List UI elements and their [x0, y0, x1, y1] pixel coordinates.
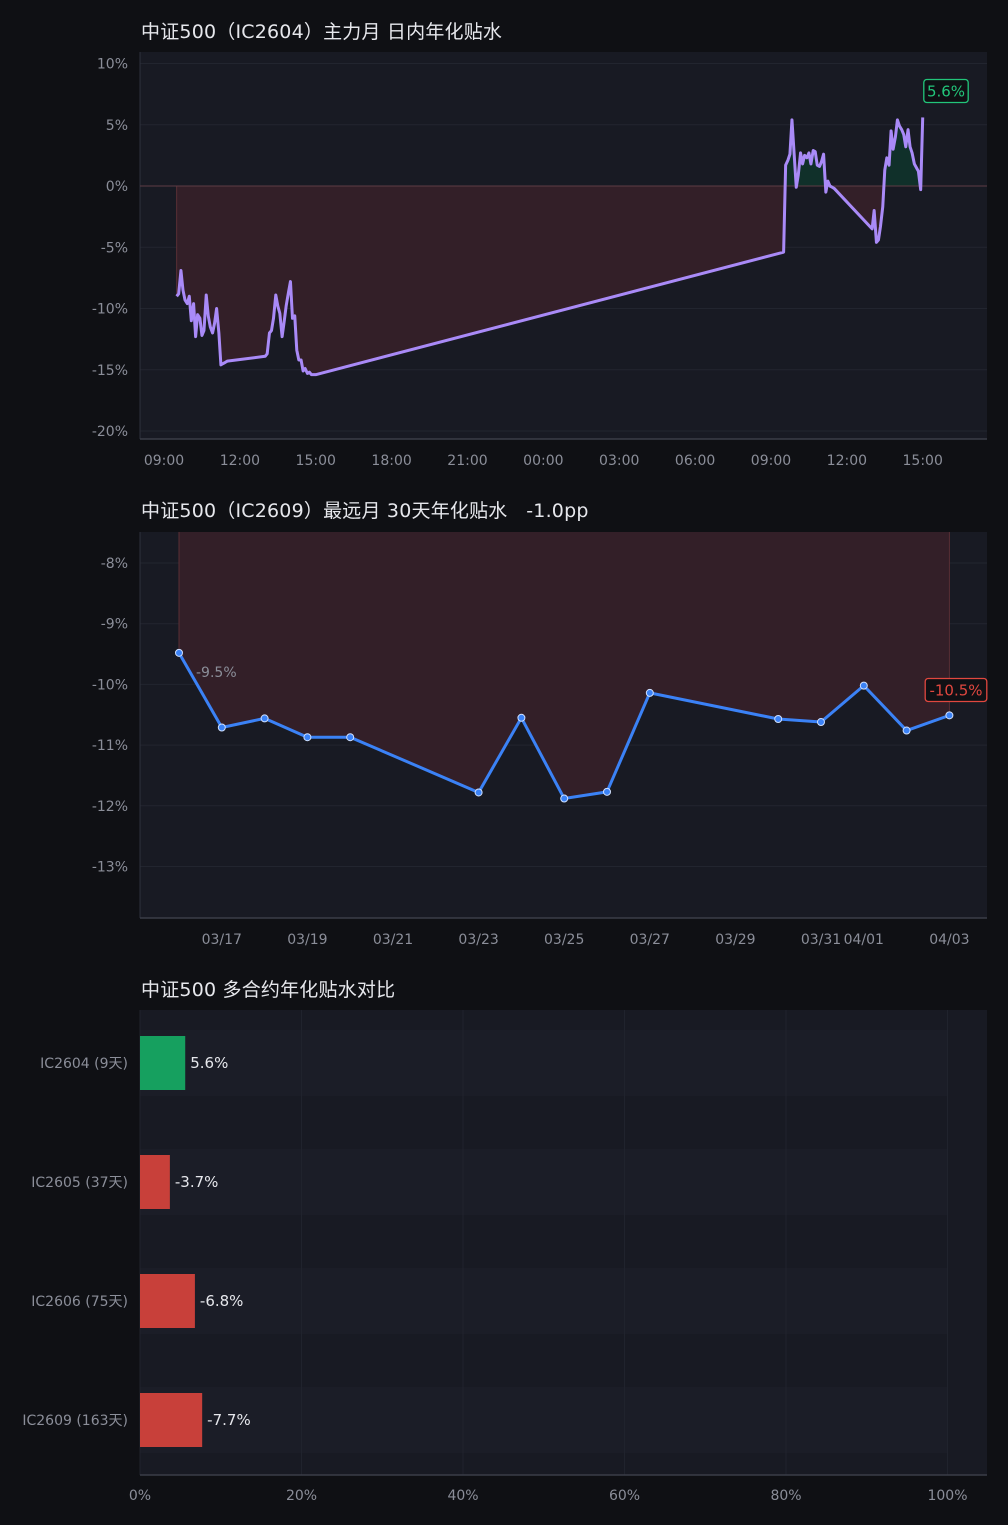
y-tick-label: -9% — [101, 617, 128, 633]
data-point — [645, 688, 654, 697]
y-tick-label: -8% — [101, 556, 128, 572]
row-band — [140, 1268, 948, 1334]
category-label: IC2604 (9天) — [40, 1056, 128, 1072]
intraday-series-line — [175, 117, 925, 377]
data-point — [217, 723, 226, 732]
x-tick-label: 03/21 — [373, 932, 413, 948]
negative-area — [176, 186, 923, 375]
month30-chart: -8% -9% -10% -11% -12% -13% 03/17 03/19 03/21 03/… — [92, 532, 988, 948]
data-point — [817, 718, 825, 727]
bar-value-label: 5.6% — [190, 1054, 228, 1072]
data-point — [175, 648, 183, 657]
bar — [140, 1274, 195, 1328]
data-point — [346, 733, 355, 742]
x-tick-label: 0% — [129, 1488, 151, 1504]
row-band — [140, 1149, 948, 1215]
x-tick-label: 12:00 — [220, 453, 260, 469]
data-point — [859, 681, 868, 690]
y-tick-label: 5% — [106, 118, 128, 134]
data-point — [560, 794, 569, 803]
x-tick-label: 03/17 — [202, 932, 242, 948]
y-tick-label: -11% — [92, 738, 128, 754]
x-tick-label: 03:00 — [599, 453, 639, 469]
row-band — [140, 1030, 948, 1096]
x-tick-label: 09:00 — [751, 453, 791, 469]
y-tick-label: -5% — [101, 240, 128, 256]
bar — [140, 1155, 170, 1209]
chart-title-contracts: 中证500 多合约年化贴水对比 — [141, 979, 396, 1001]
y-tick-label: -10% — [92, 302, 128, 318]
y-tick-label: -13% — [92, 860, 128, 876]
bar — [140, 1393, 203, 1447]
x-tick-label: 21:00 — [447, 453, 487, 469]
y-tick-label: -20% — [92, 424, 128, 440]
x-tick-label: 100% — [927, 1488, 967, 1504]
x-tick-label: 15:00 — [296, 453, 336, 469]
bar-value-label: -6.8% — [200, 1292, 244, 1310]
chart-title-intraday: 中证500（IC2604）主力月 日内年化贴水 — [141, 21, 503, 43]
data-point — [774, 714, 783, 723]
y-tick-label: -10% — [92, 677, 128, 693]
x-tick-label: 40% — [447, 1488, 478, 1504]
last-value-badge-box — [924, 677, 988, 703]
y-tick-label: 10% — [97, 57, 128, 73]
x-tick-label: 09:00 — [144, 453, 184, 469]
row-band — [140, 1387, 948, 1453]
negative-area — [179, 532, 950, 799]
category-label: IC2609 (163天) — [22, 1413, 128, 1429]
last-value-badge: 5.6% — [927, 83, 965, 101]
x-tick-label: 04/01 — [844, 932, 884, 948]
x-tick-label: 03/19 — [287, 932, 327, 948]
x-tick-label: 12:00 — [827, 453, 867, 469]
bar — [140, 1036, 186, 1090]
data-point — [517, 713, 526, 722]
x-tick-label: 03/23 — [458, 932, 498, 948]
intraday-chart: 10% 5% 0% -5% -10% -15% -20% 09:00 12:00 15:00 18:… — [92, 52, 987, 469]
x-tick-label: 60% — [609, 1488, 640, 1504]
contracts-bar-chart: 0% 20% 40% 60% 80% 100% IC2604 (9天) 5.6% IC2605 … — [22, 1010, 987, 1504]
x-tick-label: 00:00 — [523, 453, 563, 469]
x-tick-label: 04/03 — [929, 932, 969, 948]
x-tick-label: 80% — [770, 1488, 801, 1504]
x-tick-label: 15:00 — [903, 453, 943, 469]
x-tick-label: 06:00 — [675, 453, 715, 469]
bar-value-label: -3.7% — [175, 1173, 219, 1191]
data-point — [945, 711, 954, 720]
data-point — [902, 726, 911, 735]
chart-title-month30: 中证500（IC2609）最远月 30天年化贴水 -1.0pp — [141, 500, 589, 522]
y-tick-label: 0% — [106, 179, 128, 195]
y-tick-label: -12% — [92, 799, 128, 815]
data-point — [303, 733, 312, 742]
x-tick-label: 03/27 — [630, 932, 670, 948]
first-value-label: -9.5% — [196, 665, 237, 681]
x-tick-label: 03/25 — [544, 932, 584, 948]
y-tick-label: -15% — [92, 363, 128, 379]
data-point — [474, 788, 483, 797]
category-label: IC2605 (37天) — [31, 1175, 128, 1191]
x-tick-label: 20% — [286, 1488, 317, 1504]
bar-value-label: -7.7% — [207, 1411, 251, 1429]
category-label: IC2606 (75天) — [31, 1294, 128, 1310]
last-value-badge: -10.5% — [929, 682, 982, 700]
last-value-badge-box — [923, 78, 969, 104]
x-tick-label: 03/31 — [801, 932, 841, 948]
x-tick-label: 18:00 — [371, 453, 411, 469]
x-tick-label: 03/29 — [715, 932, 755, 948]
data-point — [603, 787, 611, 796]
data-point — [260, 714, 269, 723]
